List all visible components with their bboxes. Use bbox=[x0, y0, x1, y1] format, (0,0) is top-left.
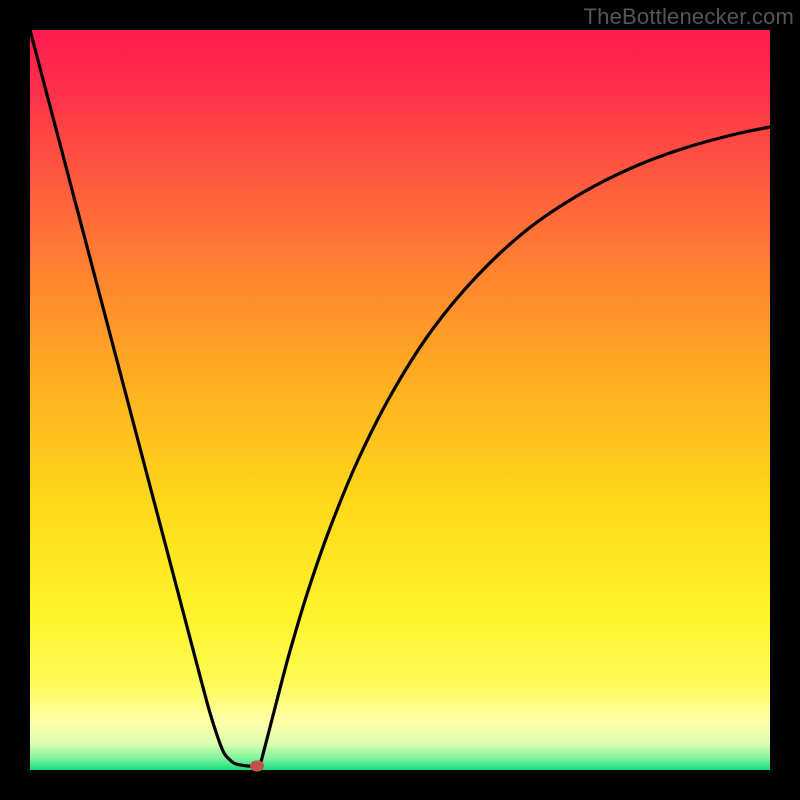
chart-svg bbox=[0, 0, 800, 800]
optimal-marker bbox=[250, 760, 264, 771]
watermark-text: TheBottlenecker.com bbox=[584, 4, 794, 30]
bottleneck-chart: TheBottlenecker.com bbox=[0, 0, 800, 800]
plot-background bbox=[30, 30, 770, 770]
